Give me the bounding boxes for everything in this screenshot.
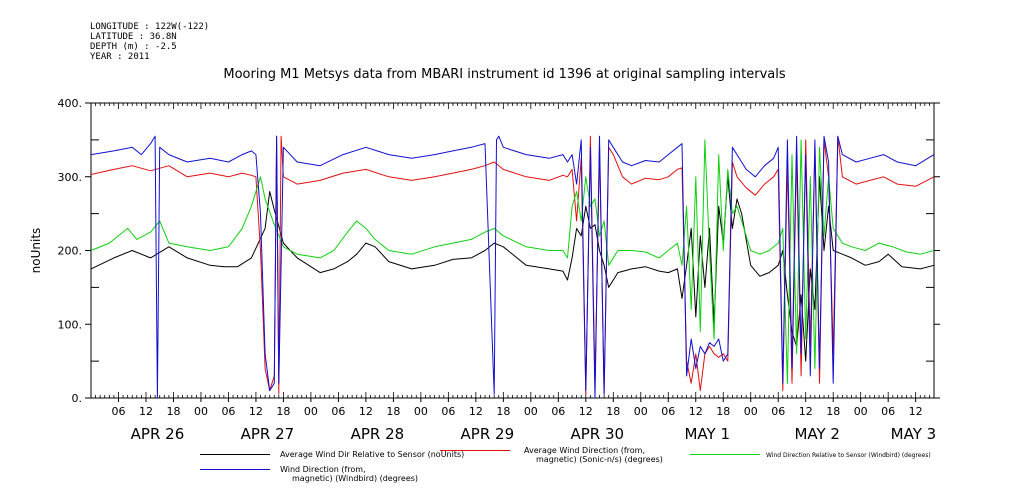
series-line-3: [90, 135, 935, 399]
latitude-label: LATITUDE : 36.8N: [90, 32, 177, 42]
x-tick-label: 12: [909, 405, 923, 418]
x-tick-label: 00: [194, 405, 208, 418]
x-tick-label: 06: [221, 405, 235, 418]
legend-label: Wind Direction Relative to Sensor (Windb…: [766, 452, 931, 459]
x-tick-label: 00: [304, 405, 318, 418]
series-line-0: [90, 176, 935, 362]
x-tick-label: 18: [606, 405, 620, 418]
x-tick-label: 12: [359, 405, 373, 418]
x-tick-label: 18: [826, 405, 840, 418]
chart-title: Mooring M1 Metsys data from MBARI instru…: [223, 67, 786, 82]
legend-label: Average Wind Dir Relative to Sensor (noU…: [280, 450, 465, 459]
x-tick-label: 00: [634, 405, 648, 418]
x-tick-label: 18: [166, 405, 180, 418]
y-tick-label: 0.: [72, 392, 83, 405]
y-axis-label: noUnits: [29, 228, 43, 274]
x-tick-label: 06: [331, 405, 345, 418]
legend-swatch-black: [200, 454, 270, 455]
x-date-label: APR 29: [461, 425, 515, 443]
longitude-label: LONGITUDE : 122W(-122): [90, 22, 210, 32]
year-label: YEAR : 2011: [90, 52, 150, 62]
y-tick-label: 300.: [58, 171, 83, 184]
x-tick-label: 18: [386, 405, 400, 418]
y-tick-label: 200.: [58, 245, 83, 258]
x-tick-label: 18: [276, 405, 290, 418]
x-tick-label: 00: [854, 405, 868, 418]
x-date-label: APR 27: [241, 425, 295, 443]
x-tick-label: 06: [441, 405, 455, 418]
x-tick-label: 06: [551, 405, 565, 418]
x-tick-label: 06: [771, 405, 785, 418]
y-tick-label: 100.: [58, 318, 83, 331]
x-date-label: MAY 3: [891, 425, 937, 443]
depth-label: DEPTH (m) : -2.5: [90, 42, 177, 52]
x-date-label: MAY 1: [684, 425, 730, 443]
metadata-block: LONGITUDE : 122W(-122) LATITUDE : 36.8N …: [90, 22, 209, 62]
x-tick-label: 18: [496, 405, 510, 418]
x-tick-label: 00: [524, 405, 538, 418]
legend-label: Wind Direction (from,: [280, 465, 366, 474]
x-tick-label: 06: [881, 405, 895, 418]
x-tick-label: 18: [716, 405, 730, 418]
x-tick-label: 12: [799, 405, 813, 418]
x-tick-label: 00: [414, 405, 428, 418]
x-date-label: APR 28: [351, 425, 405, 443]
y-tick-label: 400.: [58, 97, 83, 110]
x-tick-label: 06: [111, 405, 125, 418]
x-tick-label: 12: [579, 405, 593, 418]
x-tick-label: 00: [744, 405, 758, 418]
legend-swatch-blue: [200, 469, 270, 470]
legend-swatch-red: [440, 450, 510, 451]
x-date-label: APR 30: [570, 425, 624, 443]
x-tick-label: 12: [469, 405, 483, 418]
legend-label-line2: magnetic) (Windbird) (degrees): [292, 474, 419, 483]
legend-label: Average Wind Direction (from,: [524, 446, 646, 455]
x-date-label: MAY 2: [794, 425, 840, 443]
x-tick-label: 06: [661, 405, 675, 418]
x-tick-label: 12: [249, 405, 263, 418]
x-tick-label: 12: [689, 405, 703, 418]
legend-label-line2: magnetic) (Sonic-n/s) (degrees): [536, 455, 663, 464]
legend-swatch-green: [690, 454, 760, 455]
x-tick-label: 12: [139, 405, 153, 418]
x-date-label: APR 26: [131, 425, 185, 443]
